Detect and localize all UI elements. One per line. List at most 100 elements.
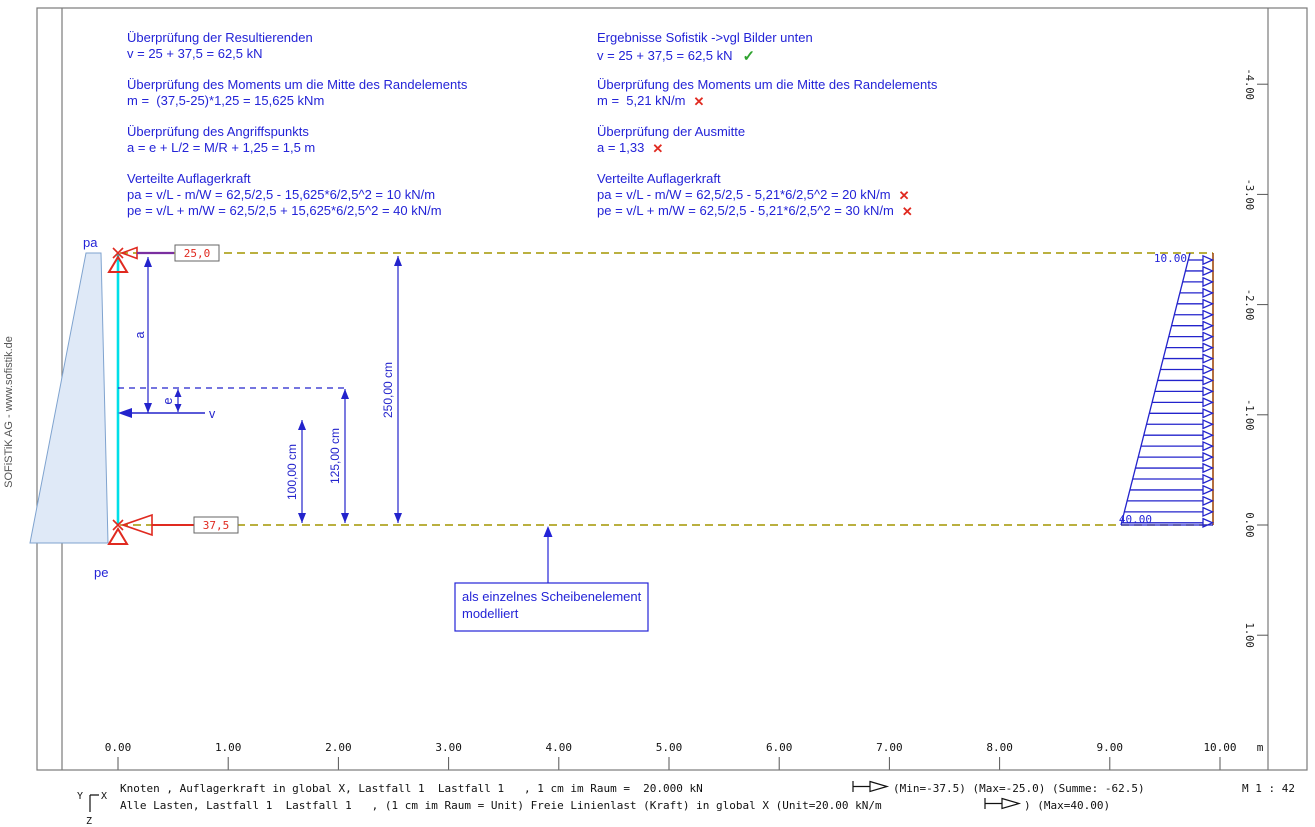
annotation-line: v = 25 + 37,5 = 62,5 kN ✓: [597, 47, 755, 65]
line-load-arrows: [1121, 254, 1215, 528]
cross-icon: ✕: [898, 188, 910, 203]
annotation-text: Ergebnisse Sofistik ->vgl Bilder unten: [597, 30, 813, 45]
load-arrow-head: [1202, 254, 1215, 266]
x-axis-tick-label: 2.00: [325, 741, 352, 754]
annotation-text: Überprüfung der Ausmitte: [597, 124, 746, 139]
load-arrow-head: [1202, 298, 1215, 309]
x-axis-tick-label: 0.00: [105, 741, 132, 754]
coordinate-axes-icon: Y X Z: [77, 791, 107, 826]
cross-icon: ✕: [693, 94, 705, 109]
dimension-125cm-label: 125,00 cm: [328, 428, 342, 484]
annotation-text: Überprüfung des Angriffspunkts: [127, 124, 309, 139]
load-arrow-head: [1202, 287, 1215, 299]
annotation-line: Ergebnisse Sofistik ->vgl Bilder unten: [597, 31, 813, 45]
annotation-line: Überprüfung des Angriffspunkts: [127, 125, 309, 139]
annotation-text: a = e + L/2 = M/R + 1,25 = 1,5 m: [127, 140, 316, 155]
annotation-text: a = 1,33: [597, 140, 645, 155]
load-envelope-line: [1120, 252, 1191, 526]
load-arrow-head: [1202, 309, 1215, 320]
dimension-a-label: a: [133, 331, 147, 338]
x-axis-tick-label: 10.00: [1203, 741, 1236, 754]
annotation-text: v = 25 + 37,5 = 62,5 kN: [127, 46, 263, 61]
load-arrow-head: [1202, 408, 1215, 419]
load-arrow-head: [1202, 473, 1215, 485]
axis-z-label: Z: [86, 816, 92, 826]
load-arrow-head: [1202, 364, 1215, 375]
load-arrow-head: [1202, 265, 1215, 277]
pe-label: pe: [94, 565, 108, 580]
top-support: [107, 246, 138, 273]
load-arrow-head: [1202, 320, 1215, 331]
load-arrow-head: [1202, 451, 1215, 463]
annotation-line: pe = v/L + m/W = 62,5/2,5 - 5,21*6/2,5^2…: [597, 204, 913, 220]
load-arrow-head: [1202, 484, 1215, 496]
x-axis: 0.00 1.00 2.00 3.00 4.00 5.00 6.00 7.00 8.00 9.00…: [105, 741, 1237, 770]
dimension-e: [174, 389, 182, 412]
annotation-text: v = 25 + 37,5 = 62,5 kN: [597, 48, 733, 63]
top-reaction-value-box: 25,0: [174, 244, 220, 262]
annotation-line: a = 1,33 ✕: [597, 141, 663, 157]
annotation-line: Verteilte Auflagerkraft: [127, 172, 251, 186]
drawing-frame: [36, 7, 1308, 771]
bottom-reaction-value: 37,5: [203, 519, 230, 532]
line-load-arrow-icon: [984, 797, 1022, 810]
load-arrow-head: [1202, 517, 1215, 528]
resultant-v-label: v: [209, 407, 216, 421]
dimension-125cm: [341, 389, 349, 523]
dimension-250cm: [394, 256, 402, 523]
x-axis-tick-label: 7.00: [876, 741, 903, 754]
load-arrow-head: [1202, 353, 1215, 364]
annotation-text: pe = v/L + m/W = 62,5/2,5 - 5,21*6/2,5^2…: [597, 203, 894, 218]
callout-text-line2: modelliert: [462, 606, 519, 621]
x-axis-tick-label: 3.00: [435, 741, 462, 754]
legend-line1-stats: (Min=-37.5) (Max=-25.0) (Summe: -62.5): [893, 782, 1145, 795]
axis-y-label: Y: [77, 791, 83, 802]
bottom-reaction-value-box: 37,5: [193, 516, 239, 534]
annotation-text: m = (37,5-25)*1,25 = 15,625 kNm: [127, 93, 325, 108]
dimension-e-label: e: [161, 397, 175, 404]
load-arrow-head: [1202, 495, 1215, 507]
annotation-text: m = 5,21 kN/m: [597, 93, 686, 108]
pa-label: pa: [83, 235, 98, 250]
annotation-text: Verteilte Auflagerkraft: [127, 171, 251, 186]
x-axis-tick-label: 5.00: [656, 741, 683, 754]
axis-x-label: X: [101, 791, 107, 802]
annotation-line: Überprüfung der Ausmitte: [597, 125, 745, 139]
load-arrow-head: [1202, 506, 1215, 518]
dimension-a: [144, 257, 152, 413]
annotation-line: pa = v/L - m/W = 62,5/2,5 - 5,21*6/2,5^2…: [597, 188, 909, 204]
annotation-line: a = e + L/2 = M/R + 1,25 = 1,5 m: [127, 141, 315, 155]
annotation-text: Verteilte Auflagerkraft: [597, 171, 721, 186]
top-reaction-value: 25,0: [184, 247, 211, 260]
wall-pressure-wedge: [29, 252, 109, 544]
legend-line1: Knoten , Auflagerkraft in global X, Last…: [120, 782, 703, 795]
callout-text-line1: als einzelnes Scheibenelement: [462, 589, 642, 604]
load-arrow-head: [1202, 342, 1215, 353]
annotation-line: Überprüfung des Moments um die Mitte des…: [127, 78, 467, 92]
load-arrow-head: [1202, 462, 1215, 474]
y-axis-tick-label: -2.00: [1243, 289, 1255, 321]
x-axis-tick-label: 4.00: [546, 741, 573, 754]
load-arrow-head: [1202, 276, 1215, 288]
legend-line2: Alle Lasten, Lastfall 1 Lastfall 1 , (1 …: [120, 799, 882, 812]
annotation-line: Überprüfung des Moments um die Mitte des…: [597, 78, 937, 92]
load-arrow-head: [1202, 375, 1215, 386]
annotation-text: Überprüfung der Resultierenden: [127, 30, 313, 45]
load-arrow-head: [1202, 419, 1215, 430]
annotation-line: pe = v/L + m/W = 62,5/2,5 + 15,625*6/2,5…: [127, 204, 442, 218]
annotation-line: m = 5,21 kN/m ✕: [597, 94, 704, 110]
y-axis-right: -4.00 -3.00 -2.00 -1.00 0.00 1.00: [1243, 68, 1268, 648]
cross-icon: ✕: [901, 204, 913, 219]
load-top-value: 10.00: [1154, 252, 1187, 265]
annotation-line: Verteilte Auflagerkraft: [597, 172, 721, 186]
y-axis-tick-label: -1.00: [1243, 399, 1255, 431]
x-axis-tick-label: 6.00: [766, 741, 793, 754]
callout: als einzelnes Scheibenelement modelliert: [454, 526, 649, 632]
load-bottom-value: 40.00: [1119, 513, 1152, 526]
branding-text: SOFiSTiK AG - www.sofistik.de: [3, 336, 15, 488]
x-axis-tick-label: 1.00: [215, 741, 242, 754]
y-axis-tick-label: -4.00: [1243, 68, 1255, 100]
y-axis-tick-label: -3.00: [1243, 179, 1255, 211]
load-arrow-head: [1202, 331, 1215, 342]
check-icon: ✓: [742, 48, 756, 65]
